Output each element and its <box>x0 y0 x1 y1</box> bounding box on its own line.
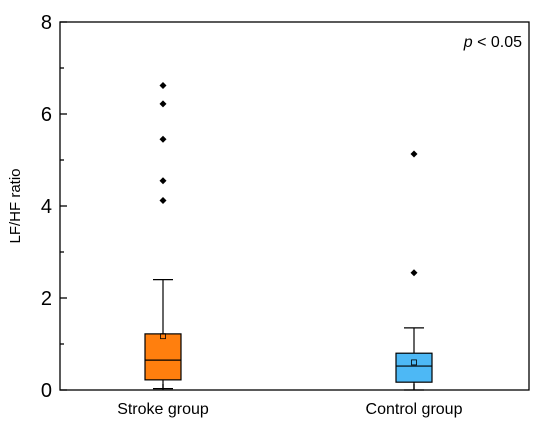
p-symbol: p <box>463 34 473 51</box>
mean-marker <box>160 333 166 340</box>
box-control-group <box>395 150 433 391</box>
outlier-point <box>159 177 167 185</box>
y-tick-label: 8 <box>41 12 52 34</box>
iqr-box <box>144 333 182 381</box>
iqr-box <box>395 352 433 383</box>
x-tick-label: Control group <box>366 401 463 418</box>
box-stroke-group <box>144 81 182 390</box>
mean-marker <box>411 359 417 366</box>
outlier-point <box>159 135 167 143</box>
significance-annotation: p < 0.05 <box>463 34 522 51</box>
boxes-layer <box>144 81 433 391</box>
outlier-point <box>159 100 167 108</box>
outlier-point <box>159 81 167 89</box>
y-tick-label: 6 <box>41 104 52 126</box>
plot-frame <box>59 21 530 391</box>
x-tick-label: Stroke group <box>117 401 209 418</box>
outlier-point <box>410 269 418 277</box>
y-tick-label: 0 <box>41 380 52 402</box>
outlier-point <box>410 150 418 158</box>
y-axis-title: LF/HF ratio <box>7 168 24 243</box>
p-threshold: < 0.05 <box>473 34 522 51</box>
y-tick-label: 4 <box>41 196 52 218</box>
y-axis-ticks: 0 2 4 6 8 <box>41 12 67 402</box>
outlier-point <box>159 196 167 204</box>
y-tick-label: 2 <box>41 288 52 310</box>
